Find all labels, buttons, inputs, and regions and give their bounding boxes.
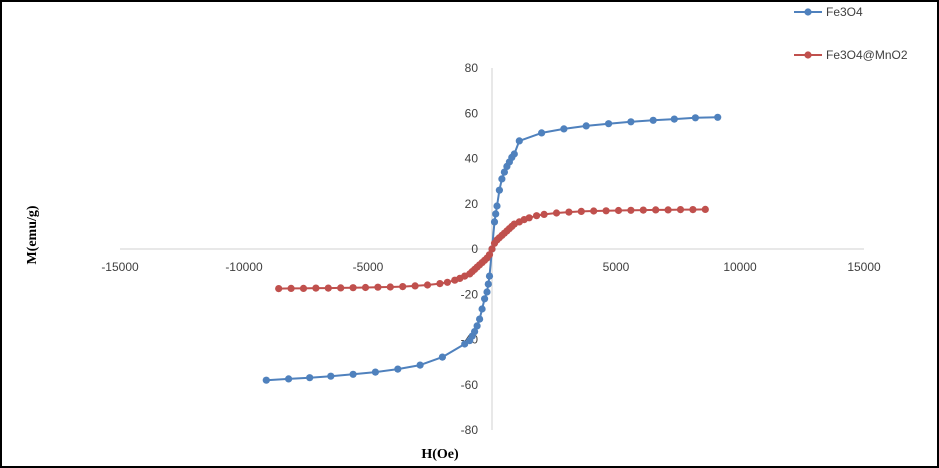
series-2-point: [485, 251, 494, 259]
series-2-point: [312, 284, 320, 292]
series-1-point: [627, 118, 635, 126]
series-1-point: [500, 168, 508, 176]
series-2-point: [652, 206, 660, 214]
series-1-point: [493, 202, 501, 210]
series-2-point: [701, 205, 709, 213]
series-1-point: [371, 368, 379, 376]
series-2-point: [374, 283, 382, 291]
y-tick-label: -80: [461, 423, 479, 437]
series-2-point: [525, 214, 533, 222]
series-1-point: [714, 113, 722, 121]
series-2-point: [602, 207, 610, 215]
series-2-point: [436, 280, 444, 288]
series-1-point: [476, 315, 484, 323]
series-2-point: [443, 278, 451, 286]
series-1-point: [394, 365, 402, 373]
series-1-point: [495, 186, 503, 194]
series-1-point: [485, 272, 494, 280]
series-2-point: [337, 284, 345, 292]
series-1-point: [306, 374, 314, 382]
series-1-point: [560, 125, 568, 133]
series-1-point: [483, 288, 491, 296]
series-2-point: [590, 207, 598, 215]
series-1-point: [262, 376, 270, 384]
series-2-point: [386, 283, 394, 291]
series-1-point: [471, 328, 479, 336]
series-2-point: [552, 209, 561, 217]
series-1-point: [670, 115, 678, 123]
series-2-point: [488, 245, 496, 253]
y-tick-label: -20: [461, 287, 479, 301]
legend-label-2: Fe3O4@MnO2: [826, 48, 908, 62]
x-tick-label: -5000: [353, 260, 384, 274]
x-axis-title: H(Oe): [421, 447, 459, 462]
series-1-point: [473, 322, 481, 330]
series-2-point: [324, 284, 332, 292]
x-tick-label: 10000: [723, 260, 757, 274]
series-2-point: [627, 206, 635, 214]
y-tick-label: 0: [471, 242, 478, 256]
series-2-point: [540, 210, 548, 218]
y-tick-label: 80: [465, 61, 479, 75]
legend-marker-2: [804, 51, 812, 59]
series-1-point: [478, 305, 486, 313]
series-2-point: [639, 206, 647, 214]
legend-marker-1: [804, 8, 812, 16]
y-axis-title: M(emu/g): [25, 205, 40, 264]
x-tick-label: 5000: [603, 260, 630, 274]
series-2-point: [275, 285, 283, 293]
series-2-point: [533, 212, 541, 220]
series-1-point: [605, 120, 613, 128]
series-2-point: [349, 284, 357, 292]
series-2-point: [664, 206, 672, 214]
series-1-point: [515, 137, 523, 145]
series-1-point: [484, 280, 492, 288]
series-2-point: [676, 206, 685, 214]
series-2-point: [411, 282, 419, 290]
series-1-point: [582, 122, 590, 130]
x-tick-label: -10000: [225, 260, 263, 274]
series-1-point: [349, 370, 357, 378]
series-1-point: [649, 116, 657, 124]
y-tick-label: 40: [465, 152, 479, 166]
series-2-point: [689, 206, 697, 214]
series-2-point: [565, 208, 573, 216]
y-tick-label: 60: [465, 106, 479, 120]
series-1-point: [327, 372, 335, 380]
series-1-point: [691, 114, 700, 122]
series-2-point: [399, 283, 407, 291]
series-1-point: [492, 210, 500, 218]
series-2-point: [577, 207, 585, 215]
y-tick-label: 20: [465, 197, 479, 211]
series-2-point: [287, 284, 295, 292]
series-1-point: [481, 295, 489, 303]
series-1-point: [438, 353, 446, 361]
y-tick-label: -60: [461, 378, 479, 392]
legend-label-1: Fe3O4: [826, 5, 863, 19]
series-2-point: [299, 284, 308, 292]
series-2-point: [361, 283, 370, 292]
series-1-point: [538, 129, 546, 137]
series-2-point: [614, 206, 623, 215]
series-1-point: [498, 175, 506, 183]
series-1-point: [510, 150, 518, 158]
series-1-point: [285, 375, 293, 383]
series-2-point: [423, 281, 432, 289]
series-1-point: [416, 361, 424, 369]
x-tick-label: -15000: [101, 260, 139, 274]
series-1-point: [490, 218, 499, 226]
x-tick-label: 15000: [847, 260, 881, 274]
